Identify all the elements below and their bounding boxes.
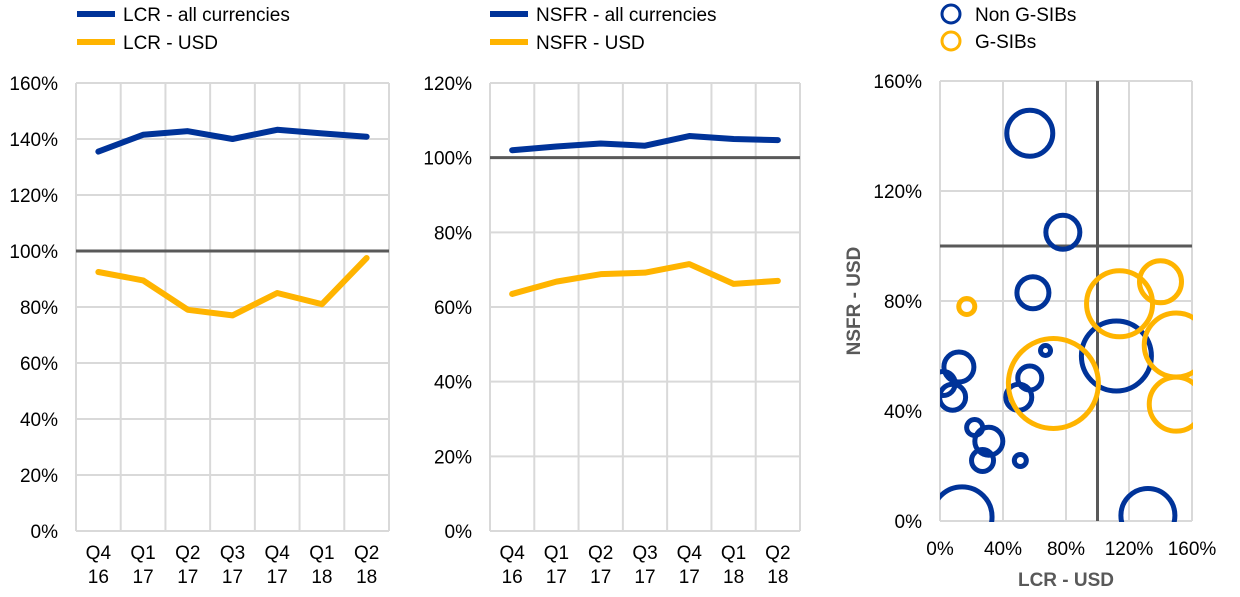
y-tick-label: 20%	[20, 466, 58, 487]
x-tick-label: 0%	[926, 539, 954, 560]
x-tick-label: Q2	[354, 543, 379, 564]
bubble-gsib	[956, 296, 978, 317]
series-line-usd	[95, 255, 370, 319]
bubble-non-gsib	[940, 484, 995, 522]
y-tick-label: 160%	[873, 72, 922, 93]
bubble-gsib	[1005, 336, 1101, 431]
bubble-non-gsib	[940, 369, 958, 398]
lcr-nsfr-bubble-chart: 0% 40% 80% 120% 160% 0% 40% 80% 120% 160% Non G-SI…	[844, 3, 1217, 591]
bubble-non-gsib	[1011, 452, 1029, 469]
bubble-gsib	[1137, 258, 1184, 306]
y-tick-label: 140%	[9, 130, 58, 151]
x-axis-title: LCR - USD	[1018, 570, 1114, 591]
y-tick-label: 120%	[873, 182, 922, 203]
y-tick-label: 60%	[20, 354, 58, 375]
x-tick-label: 120%	[1105, 539, 1154, 560]
x-tick-label: Q4	[265, 543, 291, 564]
y-tick-label: 80%	[20, 298, 58, 319]
bubble-non-gsib	[1038, 343, 1054, 358]
x-tick-label: 17	[267, 567, 288, 588]
x-tick-label: Q4	[677, 543, 703, 564]
x-tick-label: 17	[679, 567, 700, 588]
bubble-non-gsib	[1043, 212, 1083, 252]
bubble-non-gsib	[1004, 107, 1056, 159]
series-line-all-currencies	[95, 126, 370, 155]
bubble-non-gsib	[1014, 274, 1052, 312]
legend-label: G-SIBs	[975, 32, 1036, 53]
x-tick-label: 80%	[1047, 539, 1085, 560]
bubbles	[940, 107, 1193, 522]
x-tick-label: Q1	[721, 543, 746, 564]
y-tick-label: 0%	[31, 522, 59, 543]
x-tick-label: 17	[133, 567, 154, 588]
x-tick-label: 18	[723, 567, 744, 588]
y-tick-label: 120%	[9, 186, 58, 207]
y-tick-label: 100%	[423, 149, 472, 170]
x-tick-label: Q2	[175, 543, 200, 564]
y-axis-title: NSFR - USD	[844, 247, 865, 356]
y-tick-label: 40%	[434, 373, 472, 394]
x-tick-label: 18	[311, 567, 332, 588]
bubble-gsib	[1141, 310, 1193, 380]
legend-label: NSFR - all currencies	[536, 5, 717, 26]
y-tick-label: 40%	[20, 410, 58, 431]
bubble-non-gsib	[1118, 486, 1178, 522]
y-tick-label: 100%	[9, 242, 58, 263]
legend-marker	[940, 30, 962, 52]
legend-marker	[940, 3, 962, 25]
x-tick-label: Q1	[130, 543, 155, 564]
bubble-gsib	[1146, 374, 1193, 434]
x-tick-label: 17	[177, 567, 198, 588]
x-tick-label: 40%	[984, 539, 1022, 560]
x-tick-label: Q2	[765, 543, 790, 564]
y-tick-label: 80%	[884, 292, 922, 313]
legend-label: Non G-SIBs	[975, 5, 1076, 26]
legend-label: LCR - all currencies	[123, 5, 290, 26]
y-tick-label: 0%	[445, 522, 473, 543]
legend-label: LCR - USD	[123, 33, 218, 54]
x-tick-label: Q4	[499, 543, 525, 564]
y-tick-label: 160%	[9, 74, 58, 95]
y-tick-label: 40%	[884, 402, 922, 423]
series-line-all-currencies	[509, 133, 781, 154]
y-tick-label: 60%	[434, 298, 472, 319]
lcr-line-chart: 0% 20% 40% 60% 80% 100% 120% 140% 160% Q4 16 Q1 17 Q2…	[9, 5, 390, 588]
y-tick-label: 0%	[895, 512, 923, 533]
bubble-non-gsib	[941, 349, 977, 385]
nsfr-line-chart: 0% 20% 40% 60% 80% 100% 120% Q4 16 Q1 17 Q2 17 Q3 17 Q4…	[423, 5, 801, 588]
series-line-usd	[509, 261, 781, 297]
x-tick-label: Q1	[309, 543, 334, 564]
x-tick-label: Q3	[632, 543, 657, 564]
x-tick-label: Q3	[220, 543, 245, 564]
y-tick-label: 20%	[434, 447, 472, 468]
x-tick-label: 18	[767, 567, 788, 588]
bubble-non-gsib	[969, 447, 997, 474]
bubble-non-gsib	[1078, 318, 1154, 394]
x-tick-label: Q4	[86, 543, 112, 564]
x-tick-label: Q1	[544, 543, 569, 564]
y-tick-label: 120%	[423, 74, 472, 95]
x-tick-label: Q2	[588, 543, 613, 564]
y-tick-label: 80%	[434, 223, 472, 244]
x-tick-label: 16	[88, 567, 109, 588]
x-tick-label: 160%	[1168, 539, 1217, 560]
x-tick-label: 17	[546, 567, 567, 588]
x-tick-label: 16	[502, 567, 523, 588]
x-tick-label: 17	[590, 567, 611, 588]
bubble-non-gsib	[972, 424, 1006, 458]
x-tick-label: 17	[222, 567, 243, 588]
x-tick-label: 18	[356, 567, 377, 588]
x-tick-label: 17	[634, 567, 655, 588]
bubble-non-gsib	[940, 381, 969, 413]
legend-label: NSFR - USD	[536, 33, 645, 54]
